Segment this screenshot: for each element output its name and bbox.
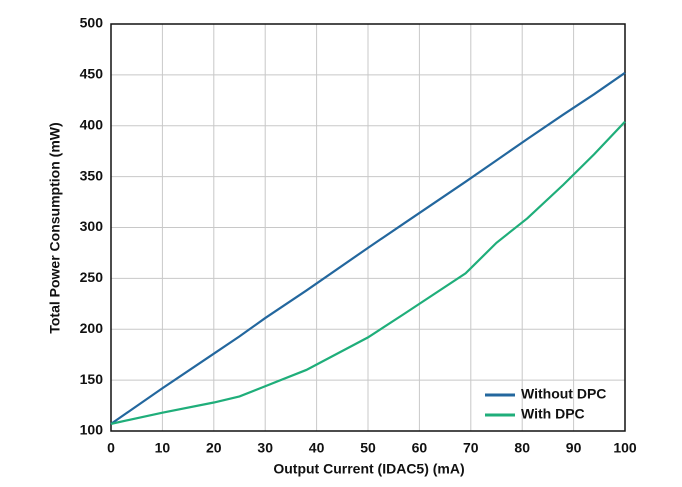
legend-label: Without DPC [521, 386, 606, 402]
y-tick-label: 300 [80, 218, 104, 234]
y-tick-label: 450 [80, 66, 104, 82]
data-line [110, 71, 626, 425]
y-tick-label: 350 [80, 167, 104, 183]
x-tick-label: 90 [566, 440, 582, 456]
x-tick-label: 0 [107, 440, 115, 456]
y-tick-label: 400 [80, 116, 104, 132]
x-tick-label: 70 [463, 440, 479, 456]
x-tick-label: 100 [613, 440, 637, 456]
y-tick-label: 150 [80, 371, 104, 387]
plot-frame [110, 23, 626, 432]
y-tick-label: 200 [80, 320, 104, 336]
x-tick-label: 20 [206, 440, 222, 456]
y-axis-label: Total Power Consumption (mW) [47, 122, 63, 333]
x-tick-label: 10 [155, 440, 171, 456]
legend-label: With DPC [521, 406, 585, 422]
x-tick-label: 60 [412, 440, 428, 456]
x-tick-label: 80 [514, 440, 530, 456]
x-tick-label: 40 [309, 440, 325, 456]
x-axis-label: Output Current (IDAC5) (mA) [273, 461, 464, 477]
x-tick-label: 30 [257, 440, 273, 456]
y-tick-label: 100 [80, 422, 104, 438]
y-tick-label: 250 [80, 269, 104, 285]
x-tick-label: 50 [360, 440, 376, 456]
y-tick-label: 500 [80, 15, 104, 31]
data-line [110, 120, 626, 425]
